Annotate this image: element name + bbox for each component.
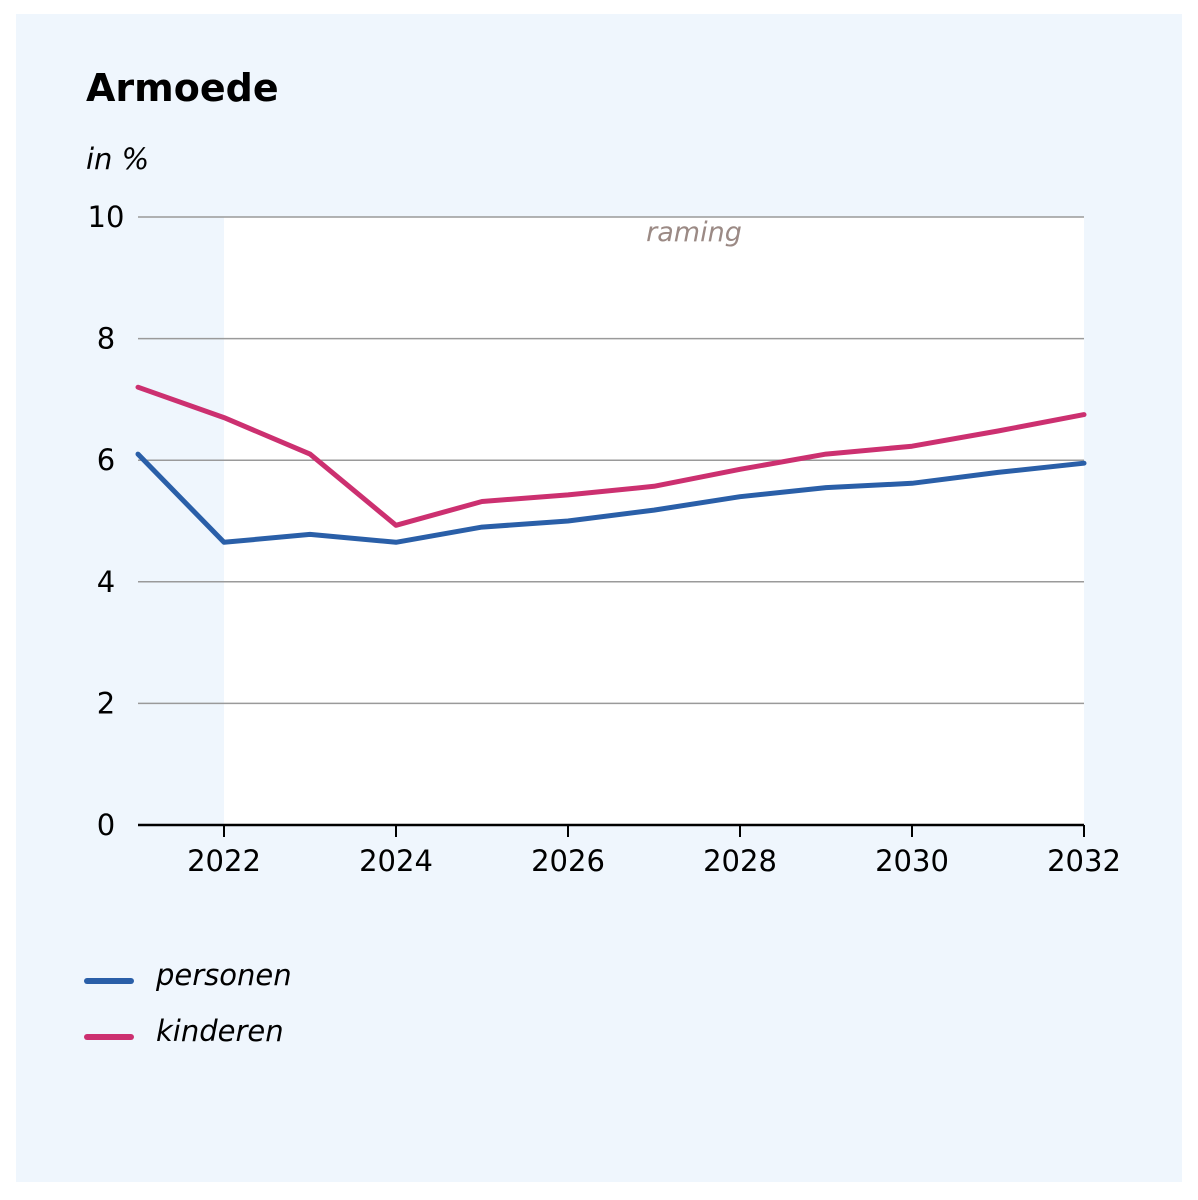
- y-tick-label-10: 10: [88, 200, 125, 234]
- x-tick-label-2024: 2024: [359, 844, 433, 878]
- y-tick-label-0: 0: [97, 808, 115, 842]
- chart-title: Armoede: [86, 66, 279, 110]
- series-line-kinderen: [135, 384, 1087, 528]
- legend-label-kinderen: kinderen: [156, 1014, 284, 1048]
- y-tick-label-8: 8: [97, 322, 115, 356]
- x-tick-label-2030: 2030: [875, 844, 949, 878]
- y-tick-label-2: 2: [97, 686, 115, 720]
- forecast-band: [224, 217, 1084, 825]
- legend-swatch-kinderen: [84, 1034, 134, 1040]
- x-tick-label-2026: 2026: [531, 844, 605, 878]
- series-line-personen: [135, 451, 1087, 545]
- x-tick-label-2032: 2032: [1047, 844, 1121, 878]
- x-tick-label-2028: 2028: [703, 844, 777, 878]
- x-tick-label-2022: 2022: [187, 844, 261, 878]
- forecast-label: raming: [646, 217, 742, 248]
- y-axis-unit-label: in %: [86, 142, 150, 176]
- y-tick-label-6: 6: [97, 443, 115, 477]
- y-tick-label-4: 4: [97, 565, 115, 599]
- legend-swatch-personen: [84, 978, 134, 984]
- legend-label-personen: personen: [156, 958, 292, 992]
